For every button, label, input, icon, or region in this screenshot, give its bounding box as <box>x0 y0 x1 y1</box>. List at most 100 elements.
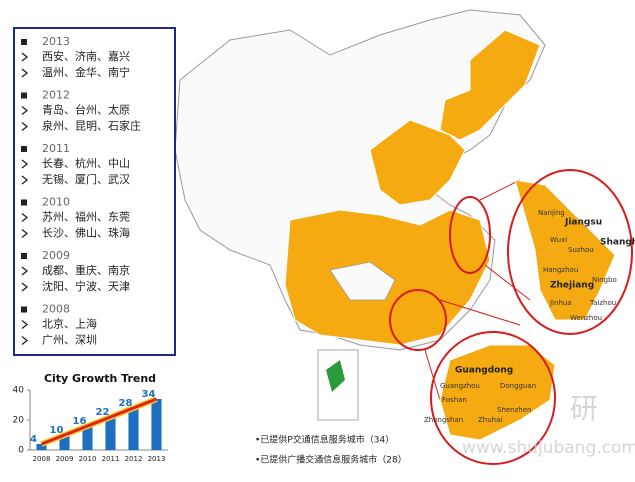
y-tick-label: 40 <box>13 386 25 396</box>
map-label: Nanjing <box>538 209 565 217</box>
chevron <box>21 159 29 169</box>
x-tick-label: 2012 <box>125 455 143 463</box>
map-label: Wenzhou <box>570 314 602 322</box>
cities: 苏州、福州、东莞 <box>42 210 130 224</box>
map-label: Dongguan <box>500 382 536 390</box>
y-tick-label: 20 <box>13 416 25 426</box>
connector <box>424 349 441 401</box>
chevron <box>21 52 29 62</box>
x-tick-label: 2009 <box>56 455 74 463</box>
highlight-circle <box>389 289 447 351</box>
chevron <box>21 335 29 346</box>
cities: 广州、深圳 <box>42 334 97 347</box>
bullet <box>21 146 27 152</box>
map-label: Jiangsu <box>564 218 602 228</box>
connector <box>484 264 531 301</box>
value-label: 28 <box>119 398 133 409</box>
x-tick-label: 2010 <box>79 455 97 463</box>
chevron <box>21 121 29 132</box>
chart-title: City Growth Trend <box>44 372 156 385</box>
cities: 温州、金华、南宁 <box>42 65 130 79</box>
map-label: Hangzhou <box>543 266 578 274</box>
y-tick-label: 0 <box>18 446 24 456</box>
map-label: Suzhou <box>568 246 594 254</box>
watermark-brand: 研 <box>570 392 598 425</box>
zoom-guangdong <box>439 344 556 441</box>
map-label: Shenzhen <box>497 406 531 414</box>
zoom-jiangsu-zhejiang <box>514 179 616 321</box>
bullet <box>21 253 27 259</box>
inset-logo <box>326 360 345 392</box>
x-tick-label: 2008 <box>33 455 51 463</box>
value-label: 34 <box>142 389 156 400</box>
province-region <box>439 29 541 141</box>
value-label: 16 <box>73 416 87 427</box>
cities: 沈阳、宁波、天津 <box>42 279 130 293</box>
callouts <box>389 179 531 401</box>
bullet <box>21 92 27 99</box>
zoom-circle <box>507 169 633 335</box>
map <box>174 9 546 421</box>
cities: 无锡、厦门、武汉 <box>42 172 130 186</box>
trend-line <box>40 397 158 446</box>
cities: 长沙、佛山、珠海 <box>42 226 130 240</box>
highlight-circle <box>449 196 491 274</box>
chevron <box>21 68 29 78</box>
map-label: Guangdong <box>455 366 513 376</box>
bar <box>105 417 116 450</box>
province-region <box>369 119 466 206</box>
map-label: Foshan <box>442 396 467 404</box>
x-tick-label: 2011 <box>102 455 120 463</box>
chart: 0 20 40 2008 2009 2010 2011 2012 2013 4 10 16 22 28 34 <box>13 386 168 463</box>
chevron <box>21 319 29 330</box>
chevron <box>21 266 29 276</box>
bar <box>82 426 93 450</box>
zoom-circle <box>430 331 556 465</box>
map-labels: Jiangsu Shanghai Zhejiang Nanjing Wuxi S… <box>424 209 635 424</box>
map-label: Guangzhou <box>440 382 480 390</box>
connector <box>479 179 521 201</box>
connector <box>439 299 521 326</box>
note: •已提供广播交通信息服务城市（28） <box>255 454 407 466</box>
bullet <box>21 306 27 313</box>
map-label: Wuxi <box>550 236 567 244</box>
chevron <box>21 212 29 223</box>
watermark-url: www.shujubang.com <box>462 438 635 458</box>
chevron <box>21 282 29 292</box>
year: 2008 <box>42 303 70 316</box>
value-label: 22 <box>96 407 110 418</box>
map-label: Zhongshan <box>424 416 463 424</box>
year: 2011 <box>42 142 70 155</box>
map-label: Jinhua <box>549 299 572 307</box>
bar <box>128 408 139 450</box>
chevron <box>21 228 29 239</box>
bullet <box>21 39 27 45</box>
map-label: Zhejiang <box>550 281 594 291</box>
bullet <box>21 199 27 206</box>
year-list-box <box>13 27 176 356</box>
bar <box>151 399 162 450</box>
map-label: Zhuhai <box>478 416 502 424</box>
cities: 成都、重庆、南京 <box>42 263 130 277</box>
chevron <box>21 105 29 116</box>
map-label: Taizhou <box>589 299 616 307</box>
value-label: 10 <box>50 425 64 436</box>
watermark: 研 www.shujubang.com <box>462 392 635 458</box>
province-region <box>329 261 396 301</box>
map-label: Shanghai <box>600 238 635 248</box>
chevron <box>21 175 29 185</box>
bar <box>36 444 47 450</box>
year: 2010 <box>42 196 70 209</box>
cities: 长春、杭州、中山 <box>42 156 130 170</box>
value-label: 4 <box>30 434 37 445</box>
cities: 北京、上海 <box>42 317 97 331</box>
year: 2013 <box>42 35 70 48</box>
note: •已提供P交通信息服务城市（34） <box>255 434 394 446</box>
bar <box>59 435 70 450</box>
x-tick-label: 2013 <box>148 455 166 463</box>
cities: 泉州、昆明、石家庄 <box>42 119 141 133</box>
year: 2009 <box>42 249 70 262</box>
map-label: Ningbo <box>592 276 617 284</box>
